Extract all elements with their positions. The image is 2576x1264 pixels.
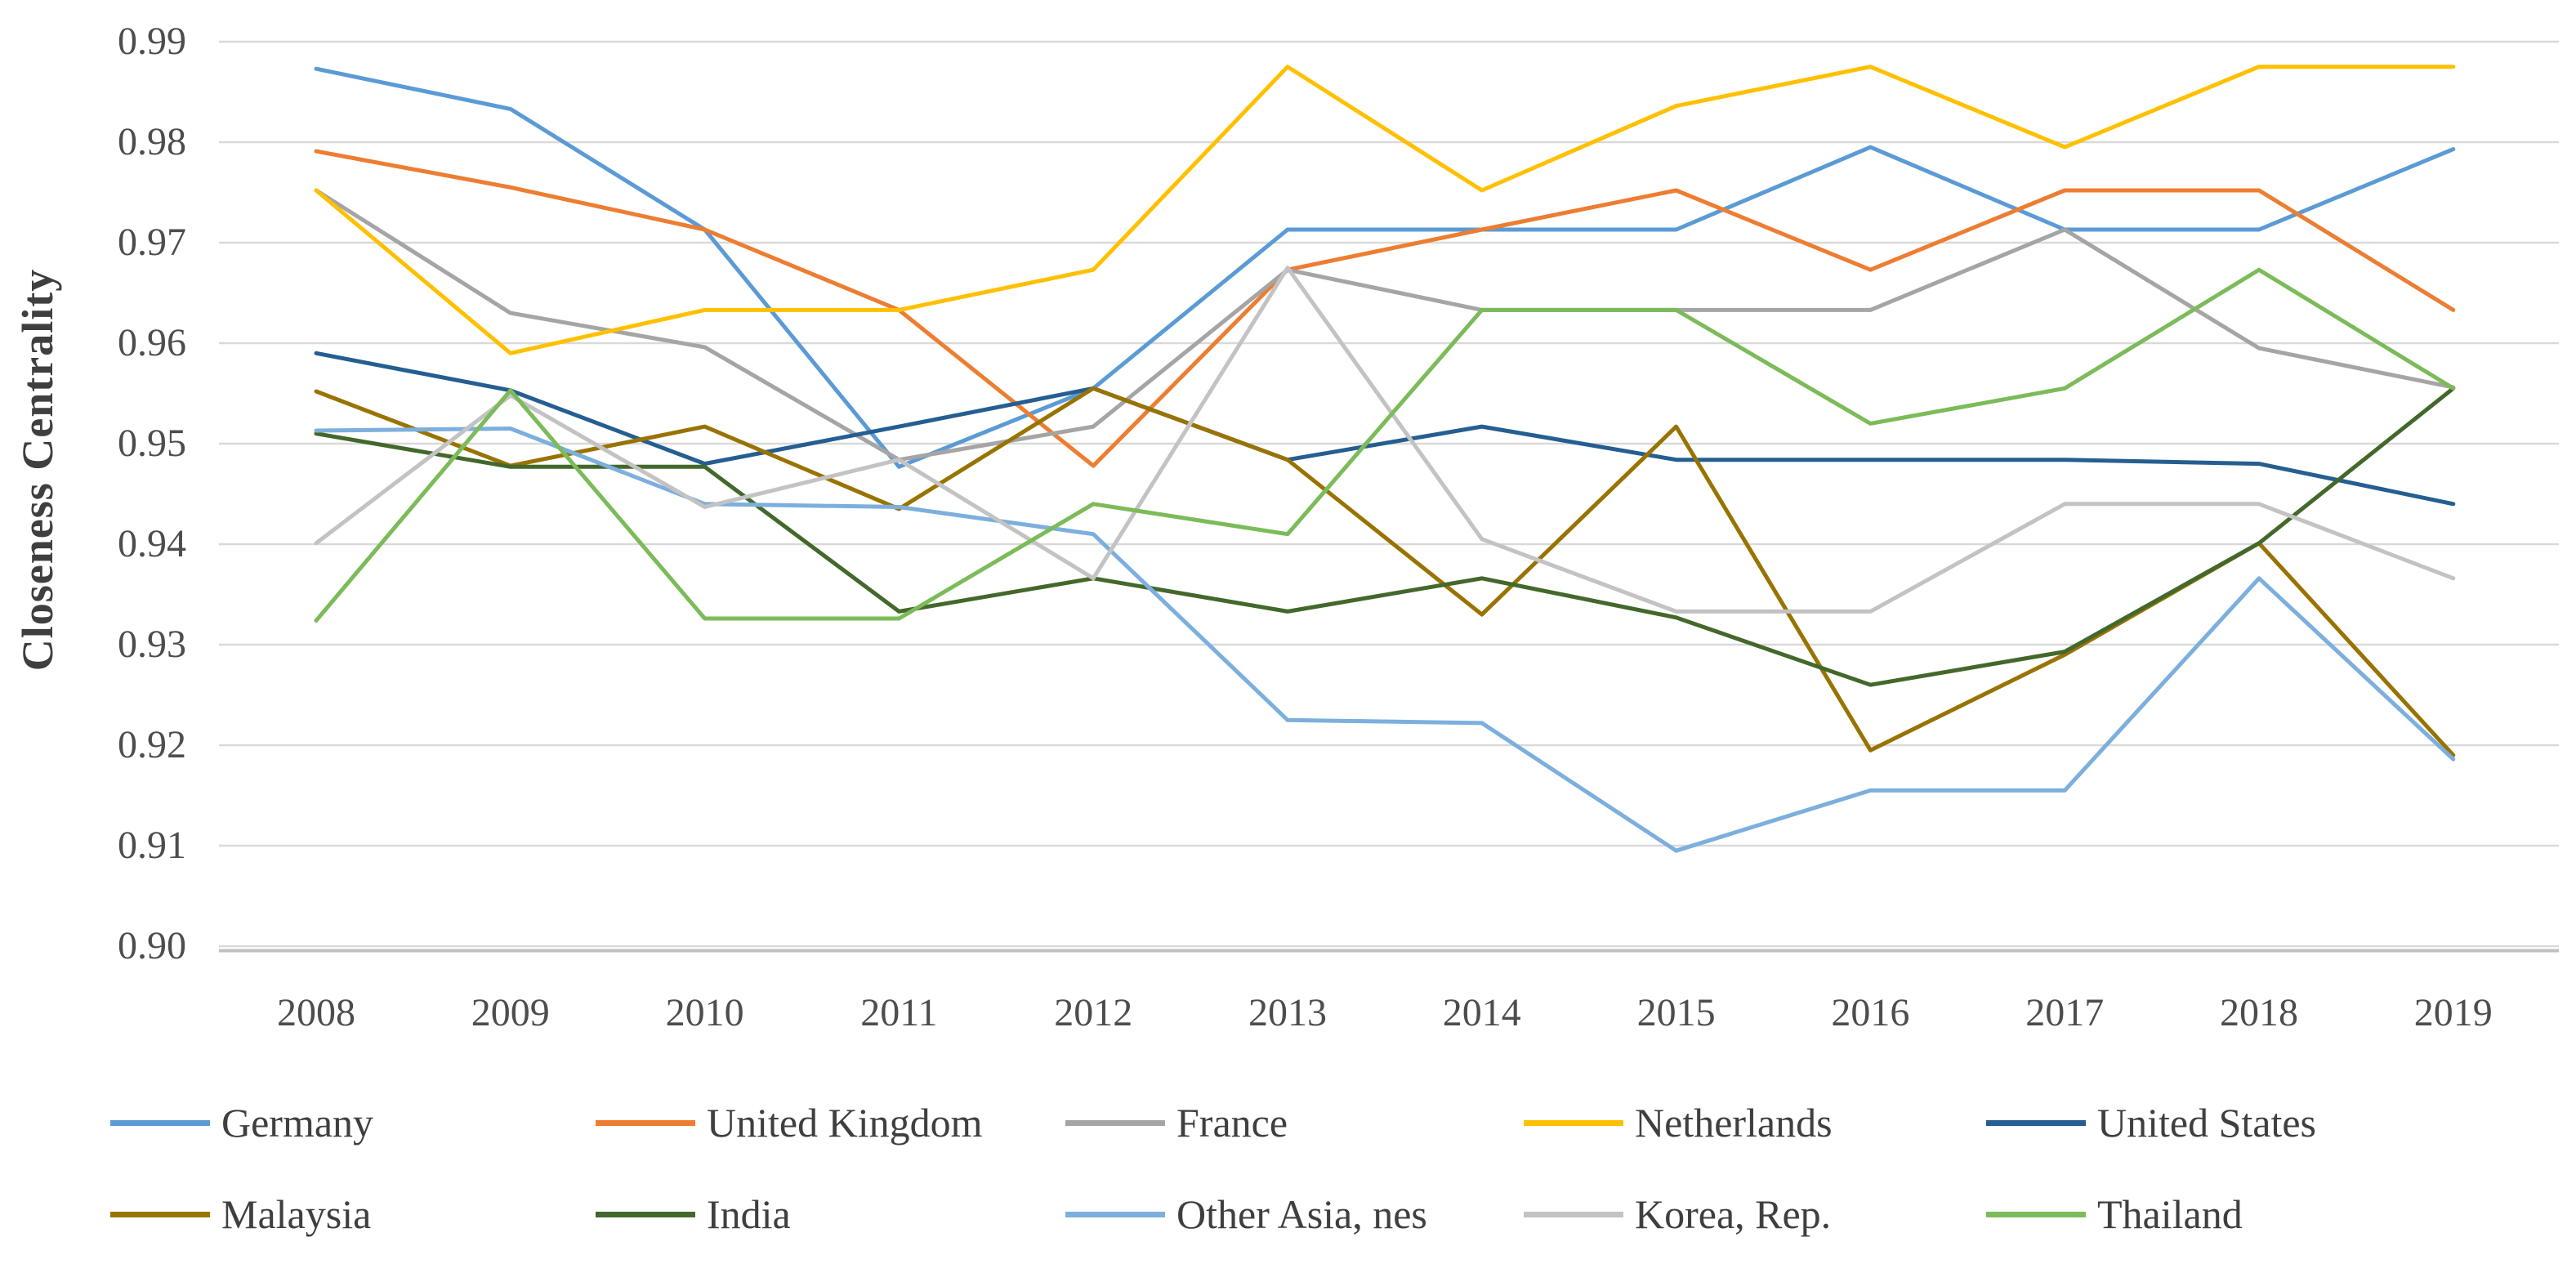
y-tick-label: 0.99 bbox=[118, 20, 186, 63]
series-line-india bbox=[314, 386, 2456, 687]
y-tick-label: 0.96 bbox=[118, 321, 186, 364]
legend-label: Netherlands bbox=[1635, 1100, 1833, 1146]
series-line-united-kingdom bbox=[314, 149, 2456, 468]
legend-label: Thailand bbox=[2097, 1191, 2243, 1237]
legend-line-swatch-india bbox=[596, 1211, 695, 1217]
legend-item-korea-rep: Korea, Rep. bbox=[1524, 1191, 1831, 1237]
series-line-germany bbox=[314, 66, 2456, 469]
legend-item-india: India bbox=[596, 1191, 791, 1237]
x-tick-label: 2017 bbox=[2025, 991, 2105, 1034]
x-tick-label: 2011 bbox=[860, 991, 938, 1034]
legend-line-swatch-united-kingdom bbox=[596, 1119, 695, 1126]
legend-label: Other Asia, nes bbox=[1176, 1191, 1427, 1237]
legend-item-united-states: United States bbox=[1986, 1100, 2316, 1146]
legend-line-swatch-united-states bbox=[1986, 1119, 2086, 1126]
x-tick-label: 2018 bbox=[2220, 991, 2298, 1034]
legend-item-malaysia: Malaysia bbox=[110, 1191, 371, 1237]
x-tick-label: 2016 bbox=[1831, 991, 1910, 1034]
series-line-thailand bbox=[314, 267, 2456, 623]
x-tick-label: 2012 bbox=[1054, 991, 1133, 1034]
legend-label: United States bbox=[2097, 1100, 2317, 1146]
y-tick-label: 0.98 bbox=[118, 120, 186, 163]
legend-line-swatch-thailand bbox=[1986, 1211, 2086, 1217]
y-tick-label: 0.97 bbox=[118, 221, 186, 264]
legend-label: Germany bbox=[221, 1100, 374, 1146]
legend-item-germany: Germany bbox=[110, 1100, 373, 1146]
y-tick-label: 0.95 bbox=[118, 422, 186, 465]
y-tick-label: 0.91 bbox=[118, 824, 186, 867]
legend-label: United Kingdom bbox=[707, 1100, 983, 1146]
series-line-france bbox=[314, 188, 2456, 462]
x-tick-label: 2009 bbox=[471, 991, 550, 1034]
x-tick-label: 2013 bbox=[1248, 991, 1327, 1034]
x-tick-label: 2019 bbox=[2413, 991, 2493, 1034]
legend-item-france: France bbox=[1065, 1100, 1288, 1146]
y-tick-label: 0.90 bbox=[118, 924, 186, 967]
x-tick-label: 2008 bbox=[277, 991, 355, 1034]
series-line-other-asia-nes bbox=[314, 427, 2456, 853]
x-tick-label: 2014 bbox=[1442, 991, 1521, 1034]
legend-line-swatch-germany bbox=[110, 1119, 210, 1126]
legend-line-swatch-netherlands bbox=[1524, 1119, 1623, 1126]
y-tick-label: 0.94 bbox=[118, 522, 186, 565]
y-tick-label: 0.92 bbox=[118, 723, 186, 766]
series-line-netherlands bbox=[314, 65, 2456, 355]
legend-item-thailand: Thailand bbox=[1986, 1191, 2243, 1237]
x-tick-label: 2015 bbox=[1636, 991, 1716, 1034]
x-tick-label: 2010 bbox=[665, 991, 744, 1034]
legend-label: India bbox=[707, 1191, 791, 1237]
y-tick-label: 0.93 bbox=[118, 623, 186, 666]
legend-label: Malaysia bbox=[221, 1191, 372, 1237]
series-line-united-states bbox=[314, 351, 2456, 507]
legend-label: Korea, Rep. bbox=[1635, 1191, 1832, 1237]
legend-item-netherlands: Netherlands bbox=[1524, 1100, 1833, 1146]
legend-line-swatch-korea-rep bbox=[1524, 1211, 1623, 1217]
legend-line-swatch-malaysia bbox=[110, 1211, 210, 1217]
series-line-malaysia bbox=[314, 386, 2456, 757]
series-line-korea-rep bbox=[314, 266, 2456, 614]
legend-line-swatch-france bbox=[1065, 1119, 1165, 1126]
legend-label: France bbox=[1176, 1100, 1288, 1146]
legend-line-swatch-other-asia-nes bbox=[1065, 1211, 1165, 1217]
legend-item-other-asia-nes: Other Asia, nes bbox=[1065, 1191, 1427, 1237]
legend-item-united-kingdom: United Kingdom bbox=[596, 1100, 982, 1146]
